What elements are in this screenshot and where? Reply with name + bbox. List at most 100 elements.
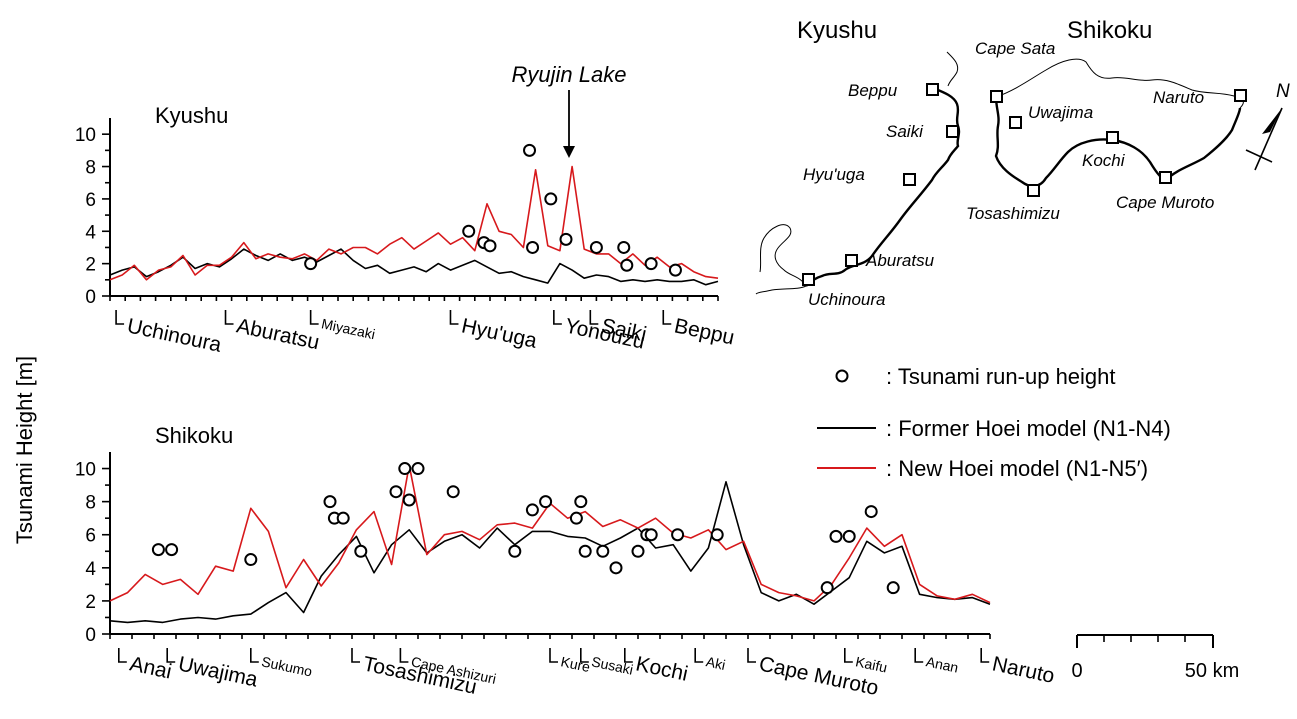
kyushu-runup-point	[617, 240, 631, 254]
shikoku-y-tick-label: 0	[85, 625, 96, 646]
shikoku-y-tick-label: 10	[75, 460, 96, 481]
station-marker-hyuuga	[903, 173, 916, 186]
station-label-uwajima: Uwajima	[1028, 103, 1093, 122]
shikoku-runup-point	[569, 511, 583, 525]
kyushu-location-tick	[309, 310, 319, 325]
shikoku-new-model-line	[109, 464, 991, 604]
kyushu-location-tick	[553, 310, 562, 325]
kyushu-location-label: Beppu	[672, 314, 736, 349]
shikoku-former-model-line	[109, 480, 991, 624]
map-inset: Kyushu Shikoku Beppu Saiki Hyu'uga Abura…	[755, 17, 1290, 682]
shikoku-runup-point	[336, 511, 350, 525]
shikoku-runup-point	[165, 543, 179, 557]
kyushu-runup-point	[462, 224, 476, 238]
shikoku-runup-point	[671, 528, 685, 542]
kyushu-new-model-line	[109, 165, 719, 281]
shikoku-location-tick	[351, 648, 360, 663]
shikoku-y-tick-label: 2	[85, 592, 96, 613]
kyushu-coastline-north	[946, 51, 959, 87]
legend-former-label: : Former Hoei model (N1-N4)	[886, 416, 1171, 441]
north-arrow-icon: N	[1245, 81, 1290, 171]
kyushu-location-tick	[589, 310, 599, 325]
kyushu-panel-title: Kyushu	[155, 103, 228, 128]
shikoku-location-tick	[250, 648, 259, 663]
station-marker-saiki	[946, 125, 959, 138]
shikoku-location-label: Aki	[705, 653, 727, 673]
station-label-aburatsu: Aburatsu	[865, 251, 935, 270]
y-axis-label: Tsunami Height [m]	[12, 356, 37, 544]
shikoku-y-tick-label: 4	[85, 559, 96, 580]
station-label-hyuuga: Hyu'uga	[803, 165, 865, 184]
shikoku-runup-point	[151, 543, 165, 557]
kyushu-runup-point	[668, 263, 682, 277]
shikoku-coastline-south	[994, 96, 1242, 188]
kyushu-location-tick	[662, 310, 672, 325]
kyushu-y-tick-label: 2	[85, 255, 96, 276]
station-marker-cape-sata	[990, 90, 1003, 103]
shikoku-location-tick	[624, 648, 633, 663]
map-kyushu-title: Kyushu	[797, 17, 877, 44]
station-label-beppu: Beppu	[848, 81, 898, 100]
shikoku-location-tick	[399, 648, 409, 663]
shikoku-runup-point	[578, 544, 592, 558]
shikoku-location-label: Naruto	[990, 652, 1056, 688]
shikoku-runup-point	[508, 544, 522, 558]
shikoku-location-tick	[747, 648, 756, 663]
kyushu-runup-point	[526, 240, 540, 254]
kyushu-location-tick	[449, 310, 459, 325]
station-marker-cape-muroto	[1159, 171, 1172, 184]
kyushu-runup-point	[544, 192, 558, 206]
shikoku-location-label: Susaki	[590, 653, 634, 677]
shikoku-location-label: Kaifu	[854, 653, 889, 675]
shikoku-location-tick	[844, 648, 853, 663]
shikoku-y-tick-label: 6	[85, 526, 96, 547]
legend-runup-marker	[835, 369, 849, 383]
kyushu-runup-point	[620, 258, 634, 272]
station-label-kochi: Kochi	[1082, 151, 1126, 170]
map-shikoku-title: Shikoku	[1067, 17, 1152, 44]
kyushu-y-tick-label: 10	[75, 125, 96, 146]
north-label: N	[1276, 81, 1290, 102]
shikoku-runup-point	[864, 505, 878, 519]
cape-sata-label-line: Cape Sata	[975, 39, 1055, 58]
shikoku-location-label: Anan	[925, 653, 960, 675]
station-label-saiki: Saiki	[886, 122, 924, 141]
shikoku-location-label: Kure	[559, 653, 591, 675]
shikoku-runup-point	[574, 495, 588, 509]
shikoku-location-tick	[118, 648, 127, 663]
shikoku-runup-point	[402, 493, 416, 507]
shikoku-runup-point	[631, 544, 645, 558]
station-label-cape-muroto: Cape Muroto	[1116, 193, 1214, 212]
kyushu-runup-point	[589, 240, 603, 254]
kyushu-coastline-east	[805, 86, 961, 287]
station-label-cape-sata: Cape Sata	[975, 39, 1055, 58]
kyushu-runup-point	[483, 239, 497, 253]
shikoku-runup-point	[411, 462, 425, 476]
kyushu-location-tick	[115, 310, 125, 325]
shikoku-location-label: Sukumo	[260, 653, 314, 679]
legend-new-label: : New Hoei model (N1-N5′)	[886, 456, 1148, 481]
ryujin-lake-annotation: Ryujin Lake	[512, 62, 626, 158]
kyushu-location-label: Miyazaki	[320, 315, 377, 342]
kyushu-runup-point	[304, 257, 318, 271]
station-marker-naruto	[1234, 89, 1247, 102]
shikoku-runup-point	[389, 485, 403, 499]
station-marker-uchinoura	[802, 273, 815, 286]
shikoku-runup-point	[710, 528, 724, 542]
shikoku-coastline-north	[995, 58, 1244, 109]
kyushu-runup-point	[644, 257, 658, 271]
shikoku-runup-point	[609, 561, 623, 575]
shikoku-location-tick	[694, 648, 704, 663]
shikoku-runup-point	[596, 544, 610, 558]
station-marker-beppu	[926, 83, 939, 96]
scale-start-label: 0	[1071, 660, 1082, 682]
shikoku-location-tick	[580, 648, 589, 663]
shikoku-runup-point	[829, 529, 843, 543]
kyushu-location-tick	[224, 310, 234, 325]
kyushu-location-label: Hyu'uga	[459, 314, 539, 352]
legend-runup-label: : Tsunami run-up height	[886, 364, 1116, 389]
station-marker-tosashimizu	[1027, 184, 1040, 197]
kyushu-y-tick-label: 0	[85, 287, 96, 308]
